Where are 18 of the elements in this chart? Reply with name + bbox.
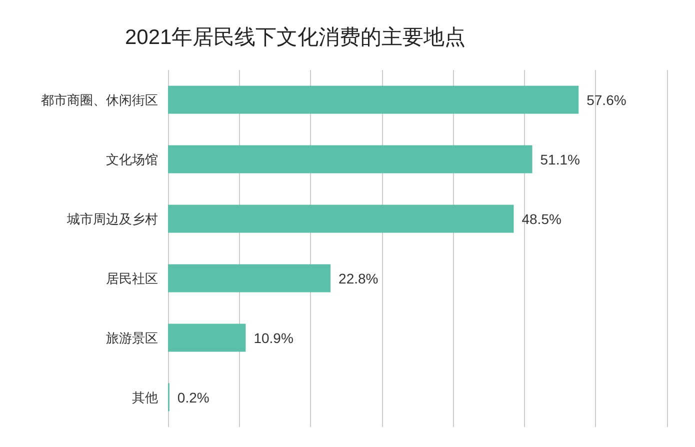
data-label: 51.1%: [540, 151, 580, 168]
bar: [168, 145, 532, 174]
bar: [168, 324, 246, 352]
bar: [168, 264, 331, 292]
chart-title: 2021年居民线下文化消费的主要地点: [125, 26, 466, 49]
data-label: 48.5%: [522, 210, 562, 227]
data-label: 10.9%: [254, 330, 294, 346]
data-label: 57.6%: [586, 92, 626, 108]
y-tick-label: 城市周边及乡村: [66, 211, 158, 226]
y-tick-label: 文化场馆: [106, 152, 158, 167]
y-tick-label: 居民社区: [106, 270, 158, 286]
bar: [168, 86, 579, 114]
bar: [168, 204, 514, 233]
y-tick-label: 旅游景区: [106, 330, 158, 346]
data-label: 22.8%: [338, 270, 378, 286]
data-label: 0.2%: [177, 389, 210, 406]
y-tick-label: 都市商圈、休闲街区: [41, 92, 158, 108]
y-tick-label: 其他: [132, 390, 158, 405]
